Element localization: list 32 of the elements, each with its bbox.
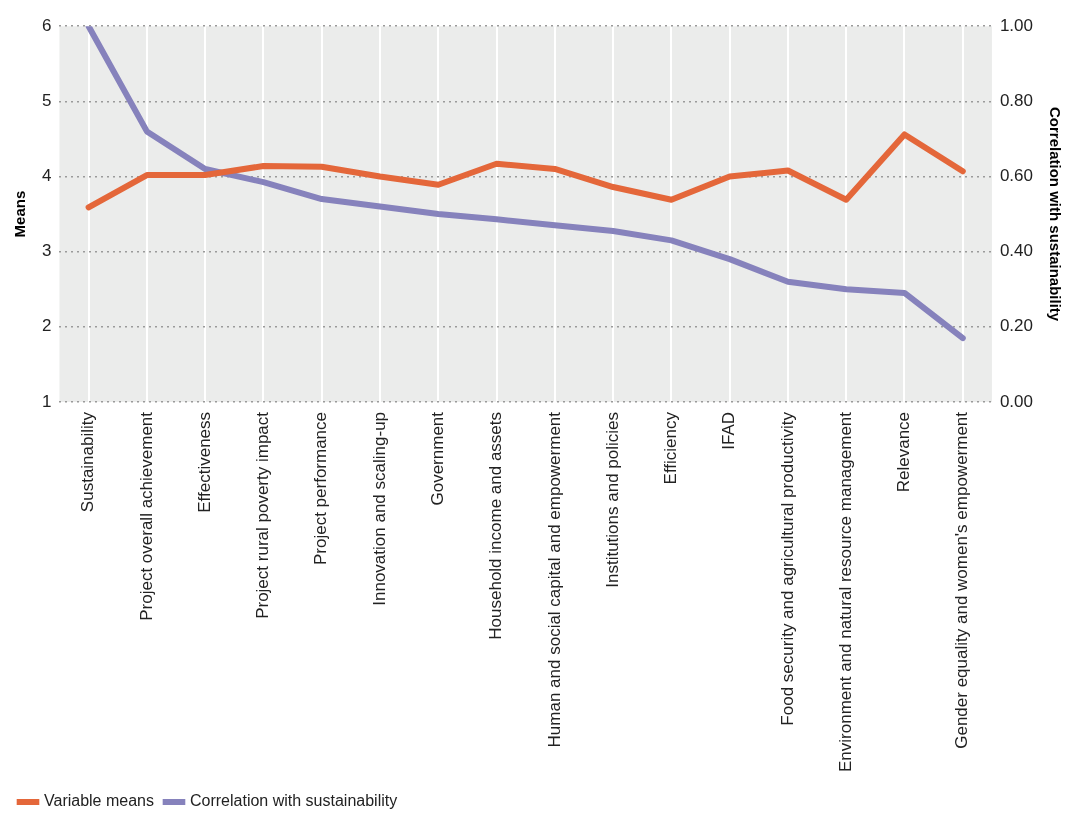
x-tick-label: IFAD — [719, 411, 739, 450]
legend-label: Correlation with sustainability — [189, 792, 398, 810]
x-tick-label: Institutions and policies — [602, 411, 622, 588]
x-tick-label: Efficiency — [661, 411, 681, 485]
y2-tick-label: 0.40 — [999, 241, 1034, 261]
y2-tick-label: 1.00 — [999, 15, 1034, 35]
x-tick-label: Environment and natural resource management — [835, 411, 855, 773]
x-tick-label: Sustainability — [78, 411, 98, 513]
y-tick-label: 4 — [41, 166, 52, 186]
x-tick-label: Food security and agricultural productivity — [777, 411, 797, 726]
x-tick-label: Relevance — [894, 411, 914, 493]
x-tick-label: Project performance — [311, 411, 331, 566]
x-tick-label: Gender equality and women's empowerment — [952, 411, 972, 749]
y2-tick-label: 0.80 — [999, 91, 1034, 111]
y-axis-title: Means — [11, 190, 29, 238]
y2-axis-title: Correlation with sustainability — [1046, 106, 1064, 322]
y2-tick-label: 0.20 — [999, 316, 1034, 336]
x-tick-label: Household income and assets — [486, 411, 506, 640]
y2-tick-label: 0.60 — [999, 166, 1034, 186]
y-tick-label: 1 — [41, 391, 52, 411]
x-tick-label: Project overall achievement — [136, 411, 156, 621]
x-tick-label: Project rural poverty impact — [253, 411, 273, 619]
x-tick-label: Innovation and scaling-up — [369, 411, 389, 606]
y-tick-label: 2 — [41, 316, 52, 336]
y-tick-label: 5 — [41, 91, 52, 111]
y2-tick-label: 0.00 — [999, 391, 1034, 411]
x-tick-label: Effectiveness — [194, 411, 214, 513]
x-tick-label: Government — [427, 411, 447, 506]
y-tick-label: 6 — [41, 15, 52, 35]
x-tick-label: Human and social capital and empowerment — [544, 411, 564, 748]
legend-label: Variable means — [44, 792, 154, 810]
y-tick-label: 3 — [41, 241, 52, 261]
